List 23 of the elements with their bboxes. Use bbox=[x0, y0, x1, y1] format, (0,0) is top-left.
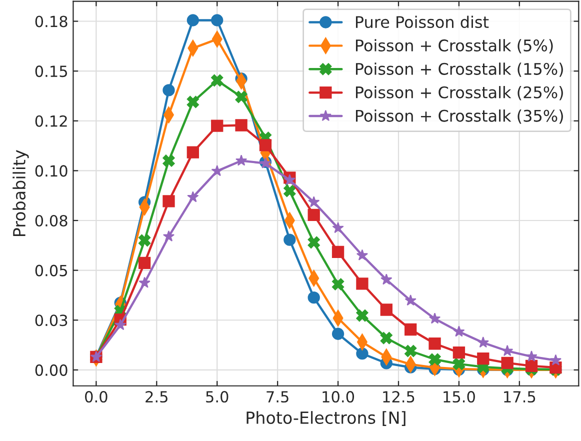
y-tick-label: 0.05 bbox=[35, 264, 68, 276]
x-tick-label: 10.0 bbox=[322, 391, 354, 403]
legend-label: Poisson + Crosstalk (15%) bbox=[356, 62, 563, 77]
x-tick-label: 15.0 bbox=[444, 391, 475, 403]
x-tick-label: 17.5 bbox=[504, 391, 536, 403]
legend-label: Poisson + Crosstalk (5%) bbox=[356, 39, 553, 54]
y-tick-label: 0.18 bbox=[35, 16, 68, 28]
y-tick-label: 0.12 bbox=[35, 115, 67, 127]
legend-label: Poisson + Crosstalk (35%) bbox=[356, 109, 563, 124]
legend-label: Poisson + Crosstalk (25%) bbox=[356, 86, 563, 100]
y-axis-title: Probability bbox=[12, 150, 29, 236]
y-tick-label: 0.15 bbox=[35, 66, 68, 78]
y-tick-label: 0.08 bbox=[35, 214, 68, 227]
x-axis-title: Photo-Electrons [N] bbox=[246, 411, 406, 426]
y-tick-label: 0.03 bbox=[35, 314, 68, 326]
y-tick-label: 0.10 bbox=[35, 165, 68, 177]
x-tick-label: 0.0 bbox=[85, 391, 108, 403]
legend-label: Pure Poisson dist bbox=[356, 16, 489, 28]
x-tick-label: 7.5 bbox=[266, 391, 288, 403]
x-tick-label: 2.5 bbox=[146, 391, 168, 403]
x-tick-label: 5.0 bbox=[206, 391, 228, 403]
y-tick-label: 0.00 bbox=[35, 364, 68, 376]
x-tick-label: 12.5 bbox=[383, 391, 414, 403]
